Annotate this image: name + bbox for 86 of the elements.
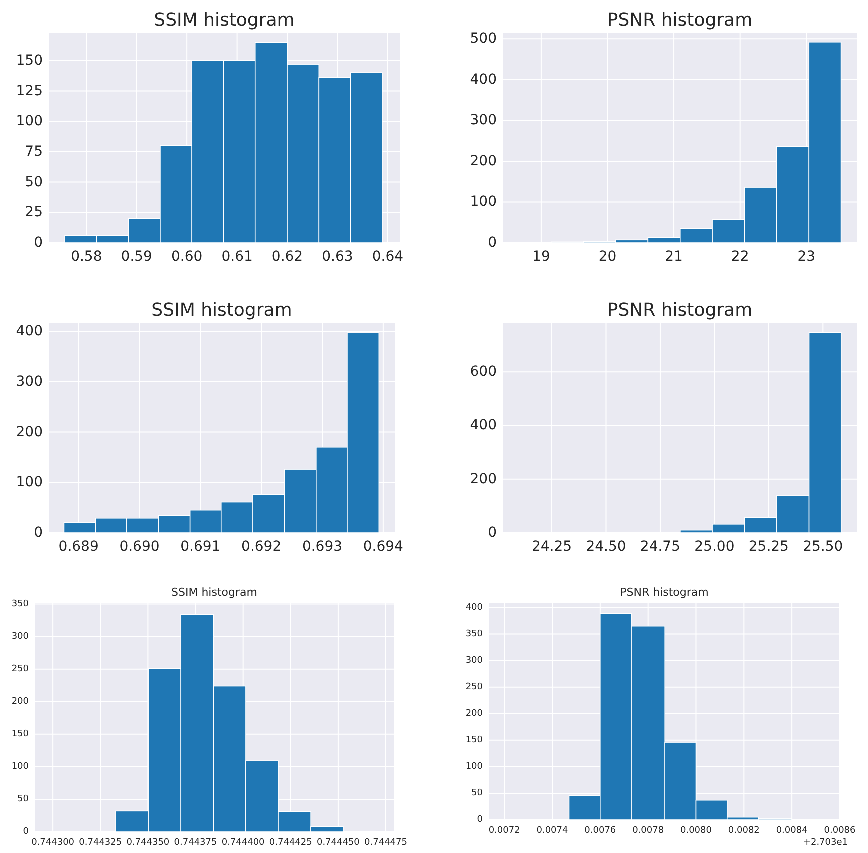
- y-tick-label: 150: [16, 52, 43, 69]
- chart-title: SSIM histogram: [154, 10, 295, 31]
- y-tick-label: 200: [12, 696, 30, 707]
- x-tick-label: 0.744400: [222, 838, 266, 848]
- y-tick-label: 125: [16, 83, 43, 100]
- y-tick-label: 200: [470, 471, 497, 488]
- x-tick-label: 0.64: [372, 249, 404, 265]
- x-tick-label: 0.744300: [32, 838, 75, 848]
- chart-title: PSNR histogram: [607, 300, 753, 321]
- y-tick-label: 0: [34, 525, 43, 541]
- x-tick-label: 19: [532, 249, 550, 265]
- y-tick-label: 200: [16, 424, 43, 440]
- x-tick-label: 0.0076: [584, 826, 616, 836]
- y-tick-label: 0: [23, 827, 30, 837]
- y-tick-label: 400: [470, 418, 497, 434]
- y-tick-label: 150: [12, 729, 30, 740]
- x-tick-label: 22: [731, 249, 750, 265]
- x-tick-label: 24.75: [640, 539, 681, 555]
- x-tick-label: 0.0080: [680, 826, 712, 836]
- x-tick-label: 0.0072: [488, 826, 520, 836]
- y-tick-label: 100: [16, 474, 43, 491]
- x-tick-label: 0.0082: [728, 826, 760, 836]
- y-tick-label: 25: [25, 204, 43, 221]
- x-tick-label: 0.62: [272, 249, 304, 265]
- x-tick-label: 0.744325: [79, 838, 122, 848]
- y-tick-label: 300: [470, 112, 497, 129]
- x-tick-label: 0.0078: [632, 826, 664, 836]
- chart-title: PSNR histogram: [607, 10, 753, 31]
- y-tick-label: 75: [25, 144, 43, 160]
- text: +2.703e1: [803, 838, 848, 848]
- x-tick-label: 0.744450: [316, 838, 360, 848]
- y-tick-label: 250: [12, 664, 30, 674]
- y-tick-label: 350: [466, 629, 484, 640]
- x-tick-label: 23: [798, 249, 816, 265]
- y-tick-label: 200: [466, 708, 484, 719]
- y-tick-label: 100: [16, 114, 43, 130]
- x-tick-label: 0.61: [222, 249, 253, 265]
- y-tick-label: 350: [12, 599, 30, 610]
- x-tick-label: 0.693: [302, 539, 343, 555]
- y-tick-label: 400: [466, 602, 484, 613]
- x-tick-label: 25.50: [803, 539, 844, 555]
- y-tick-label: 0: [34, 235, 43, 251]
- x-tick-label: 0.0074: [536, 826, 569, 836]
- x-tick-label: 0.63: [322, 249, 354, 265]
- x-tick-label: 0.690: [120, 539, 160, 555]
- y-tick-label: 300: [12, 632, 30, 642]
- chart-title: SSIM histogram: [152, 300, 292, 321]
- x-tick-label: 0.744475: [364, 838, 408, 848]
- y-tick-label: 200: [470, 153, 497, 170]
- x-tick-label: 24.50: [586, 539, 626, 555]
- y-tick-label: 400: [470, 72, 497, 88]
- x-tick-label: 20: [598, 249, 617, 265]
- x-tick-label: 0.744350: [126, 838, 170, 848]
- x-tick-label: 0.58: [71, 249, 102, 265]
- y-tick-label: 50: [25, 174, 43, 190]
- x-tick-label: 0.59: [121, 249, 152, 265]
- x-tick-label: 0.744425: [269, 838, 312, 848]
- y-tick-label: 100: [12, 762, 30, 772]
- y-tick-label: 300: [466, 656, 484, 666]
- y-tick-label: 100: [466, 762, 484, 772]
- x-tick-label: 21: [665, 249, 683, 265]
- x-tick-label: 0.60: [172, 249, 203, 265]
- y-tick-label: 0: [488, 525, 497, 541]
- x-tick-label: 25.00: [694, 539, 735, 555]
- chart-title: SSIM histogram: [172, 586, 258, 599]
- chart-title: PSNR histogram: [620, 586, 709, 599]
- x-tick-label: 24.25: [532, 539, 572, 555]
- x-tick-label: 0.694: [363, 539, 404, 555]
- x-tick-label: 0.692: [242, 539, 282, 555]
- x-tick-label: 0.0084: [776, 826, 808, 836]
- y-tick-label: 50: [472, 788, 484, 798]
- x-tick-label: 0.691: [180, 539, 221, 555]
- y-tick-label: 400: [16, 324, 43, 340]
- y-tick-label: 50: [18, 794, 30, 804]
- x-tick-label: 0.744375: [174, 838, 218, 848]
- y-tick-label: 600: [470, 364, 497, 380]
- y-tick-label: 150: [466, 735, 484, 746]
- y-tick-label: 0: [488, 235, 497, 251]
- y-tick-label: 0: [477, 815, 484, 825]
- x-tick-label: 25.25: [748, 539, 789, 555]
- y-tick-label: 500: [470, 31, 497, 48]
- y-tick-label: 250: [466, 682, 484, 692]
- x-tick-label: 0.689: [58, 539, 99, 555]
- y-tick-label: 300: [16, 374, 43, 390]
- x-tick-label: 0.0086: [824, 826, 856, 836]
- y-tick-label: 100: [470, 194, 497, 210]
